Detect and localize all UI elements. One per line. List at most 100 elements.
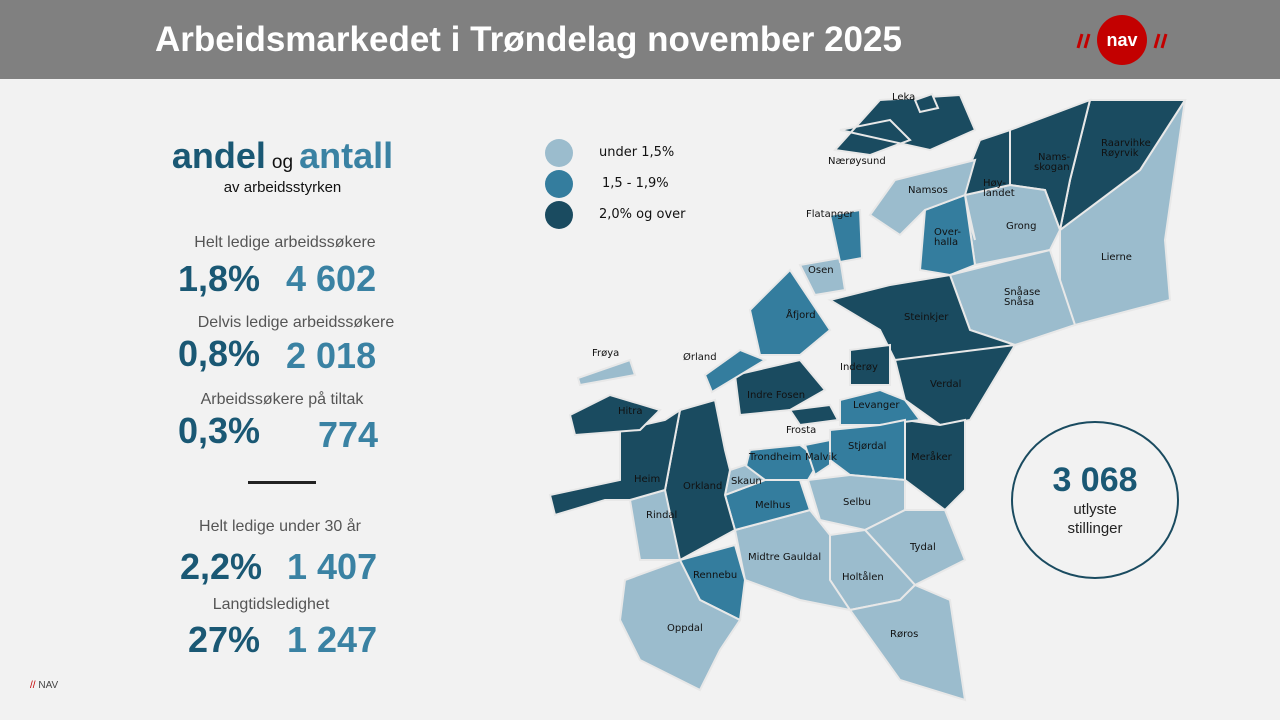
municipality-label: Røyrvik bbox=[1101, 148, 1139, 159]
municipality-label: Frosta bbox=[786, 425, 816, 436]
municipality-afjord bbox=[748, 268, 832, 356]
municipality-levanger bbox=[839, 388, 922, 426]
footer-text: NAV bbox=[38, 680, 59, 691]
municipality-label: Trondheim bbox=[748, 452, 801, 463]
postings-count: 3 068 bbox=[1052, 461, 1138, 499]
legend-label: 1,5 - 1,9% bbox=[602, 176, 669, 191]
municipality-label: Flatanger bbox=[806, 209, 855, 220]
municipality-label: Orkland bbox=[683, 481, 722, 492]
stat-count: 1 247 bbox=[287, 619, 378, 660]
postings-line1: utlyste bbox=[1073, 501, 1117, 518]
nav-logo: nav bbox=[1076, 15, 1168, 65]
municipality-label: Leka bbox=[892, 92, 915, 103]
municipality-label: Skaun bbox=[731, 476, 762, 487]
svg-text:nav: nav bbox=[1106, 30, 1137, 50]
stat-count: 4 602 bbox=[286, 258, 377, 299]
municipality-label: Grong bbox=[1006, 221, 1036, 232]
footer-nav: // NAV bbox=[30, 680, 58, 691]
municipality-label: Snåase bbox=[1004, 285, 1040, 298]
legend-label: under 1,5% bbox=[599, 145, 675, 160]
municipality-label: Midtre Gauldal bbox=[748, 552, 821, 563]
legend-swatch bbox=[545, 169, 573, 198]
municipality-label: Hitra bbox=[618, 406, 642, 417]
municipality-label: Levanger bbox=[853, 400, 900, 411]
municipality-label: Steinkjer bbox=[904, 312, 949, 323]
municipality-malvik bbox=[803, 438, 831, 477]
stat-label: Helt ledige under 30 år bbox=[199, 518, 361, 535]
municipality-label: landet bbox=[983, 188, 1015, 199]
municipality-label: Røros bbox=[890, 629, 918, 640]
municipality-oppdal bbox=[618, 558, 742, 692]
municipality-label: Høy- bbox=[983, 178, 1006, 189]
heading-og: og bbox=[271, 152, 294, 173]
footer-slashes: // bbox=[30, 680, 36, 691]
municipality-frosta bbox=[788, 403, 840, 427]
municipality-label: Selbu bbox=[843, 497, 871, 508]
municipality-flatanger bbox=[828, 208, 864, 264]
municipality-label: Meråker bbox=[911, 450, 953, 463]
stat-percent: 0,3% bbox=[178, 410, 261, 451]
postings-line2: stillinger bbox=[1067, 520, 1123, 537]
municipality-orkland bbox=[663, 398, 737, 562]
municipality-inderoy bbox=[849, 343, 891, 386]
stat-percent: 1,8% bbox=[178, 258, 261, 299]
legend-label: 2,0% og over bbox=[599, 207, 686, 222]
municipality-label: Osen bbox=[808, 265, 834, 276]
map-legend: under 1,5% 1,5 - 1,9% 2,0% og over bbox=[545, 137, 686, 230]
municipality-label: Snåsa bbox=[1004, 295, 1034, 308]
municipality-indrefosen bbox=[733, 358, 827, 417]
municipality-label: Oppdal bbox=[667, 623, 703, 634]
heading: andel og antall bbox=[160, 135, 405, 177]
divider bbox=[248, 481, 316, 484]
municipality-label: Nams- bbox=[1038, 152, 1071, 163]
legend-swatch bbox=[545, 138, 573, 167]
stat-label: Helt ledige arbeidssøkere bbox=[194, 234, 376, 251]
municipality-naeroysund bbox=[833, 93, 977, 157]
municipality-label: Ørland bbox=[683, 351, 717, 363]
municipality-label: Malvik bbox=[805, 452, 837, 463]
heading-antall: antall bbox=[299, 135, 394, 176]
municipality-label: Namsos bbox=[908, 185, 948, 196]
municipality-label: Heim bbox=[634, 474, 660, 485]
municipality-label: Lierne bbox=[1101, 252, 1132, 263]
municipality-label: Nærøysund bbox=[828, 156, 886, 167]
municipality-label: Raarvihke bbox=[1101, 138, 1151, 149]
stat-label: Arbeidssøkere på tiltak bbox=[200, 391, 364, 408]
stat-count: 2 018 bbox=[286, 335, 377, 376]
stat-percent: 27% bbox=[188, 619, 261, 660]
stat-label: Delvis ledige arbeidssøkere bbox=[197, 314, 395, 331]
municipality-label: Frøya bbox=[592, 348, 619, 359]
municipality-namsos bbox=[868, 158, 977, 237]
municipality-orland bbox=[703, 348, 768, 394]
municipality-label: Rindal bbox=[646, 510, 677, 521]
municipality-meraker bbox=[904, 418, 966, 512]
legend-swatch bbox=[545, 200, 573, 229]
stat-count: 1 407 bbox=[287, 546, 378, 587]
job-postings-badge: 3 068 utlyste stillinger bbox=[1011, 421, 1179, 579]
municipality-label: skogan bbox=[1034, 162, 1070, 173]
municipality-frøya bbox=[576, 358, 637, 387]
municipality-leka bbox=[913, 92, 940, 114]
stat-percent: 2,2% bbox=[180, 546, 263, 587]
municipality-label: Holtålen bbox=[842, 570, 884, 583]
municipality-label: Over- bbox=[934, 227, 961, 238]
municipality-label: Rennebu bbox=[693, 570, 737, 581]
header-bar bbox=[0, 0, 1280, 79]
municipality-heim bbox=[548, 407, 682, 517]
municipality-label: Indre Fosen bbox=[747, 390, 805, 401]
stat-label: Langtidsledighet bbox=[212, 596, 330, 613]
municipality-label: Åfjord bbox=[786, 308, 816, 321]
stat-count: 774 bbox=[318, 414, 379, 455]
heading-andel: andel bbox=[171, 135, 266, 176]
municipality-label: Verdal bbox=[930, 379, 961, 390]
map-labels: Leka Nærøysund Høy-landet Nams-skogan Ra… bbox=[592, 92, 1151, 640]
legend-item: under 1,5% bbox=[545, 137, 686, 168]
municipality-midtregauldal bbox=[733, 508, 853, 612]
municipality-hitra bbox=[568, 393, 662, 437]
municipality-label: Inderøy bbox=[840, 362, 878, 373]
legend-item: 2,0% og over bbox=[545, 199, 686, 230]
stat-percent: 0,8% bbox=[178, 333, 261, 374]
municipality-label: Melhus bbox=[755, 500, 790, 511]
page-title: Arbeidsmarkedet i Trøndelag november 202… bbox=[155, 20, 902, 59]
